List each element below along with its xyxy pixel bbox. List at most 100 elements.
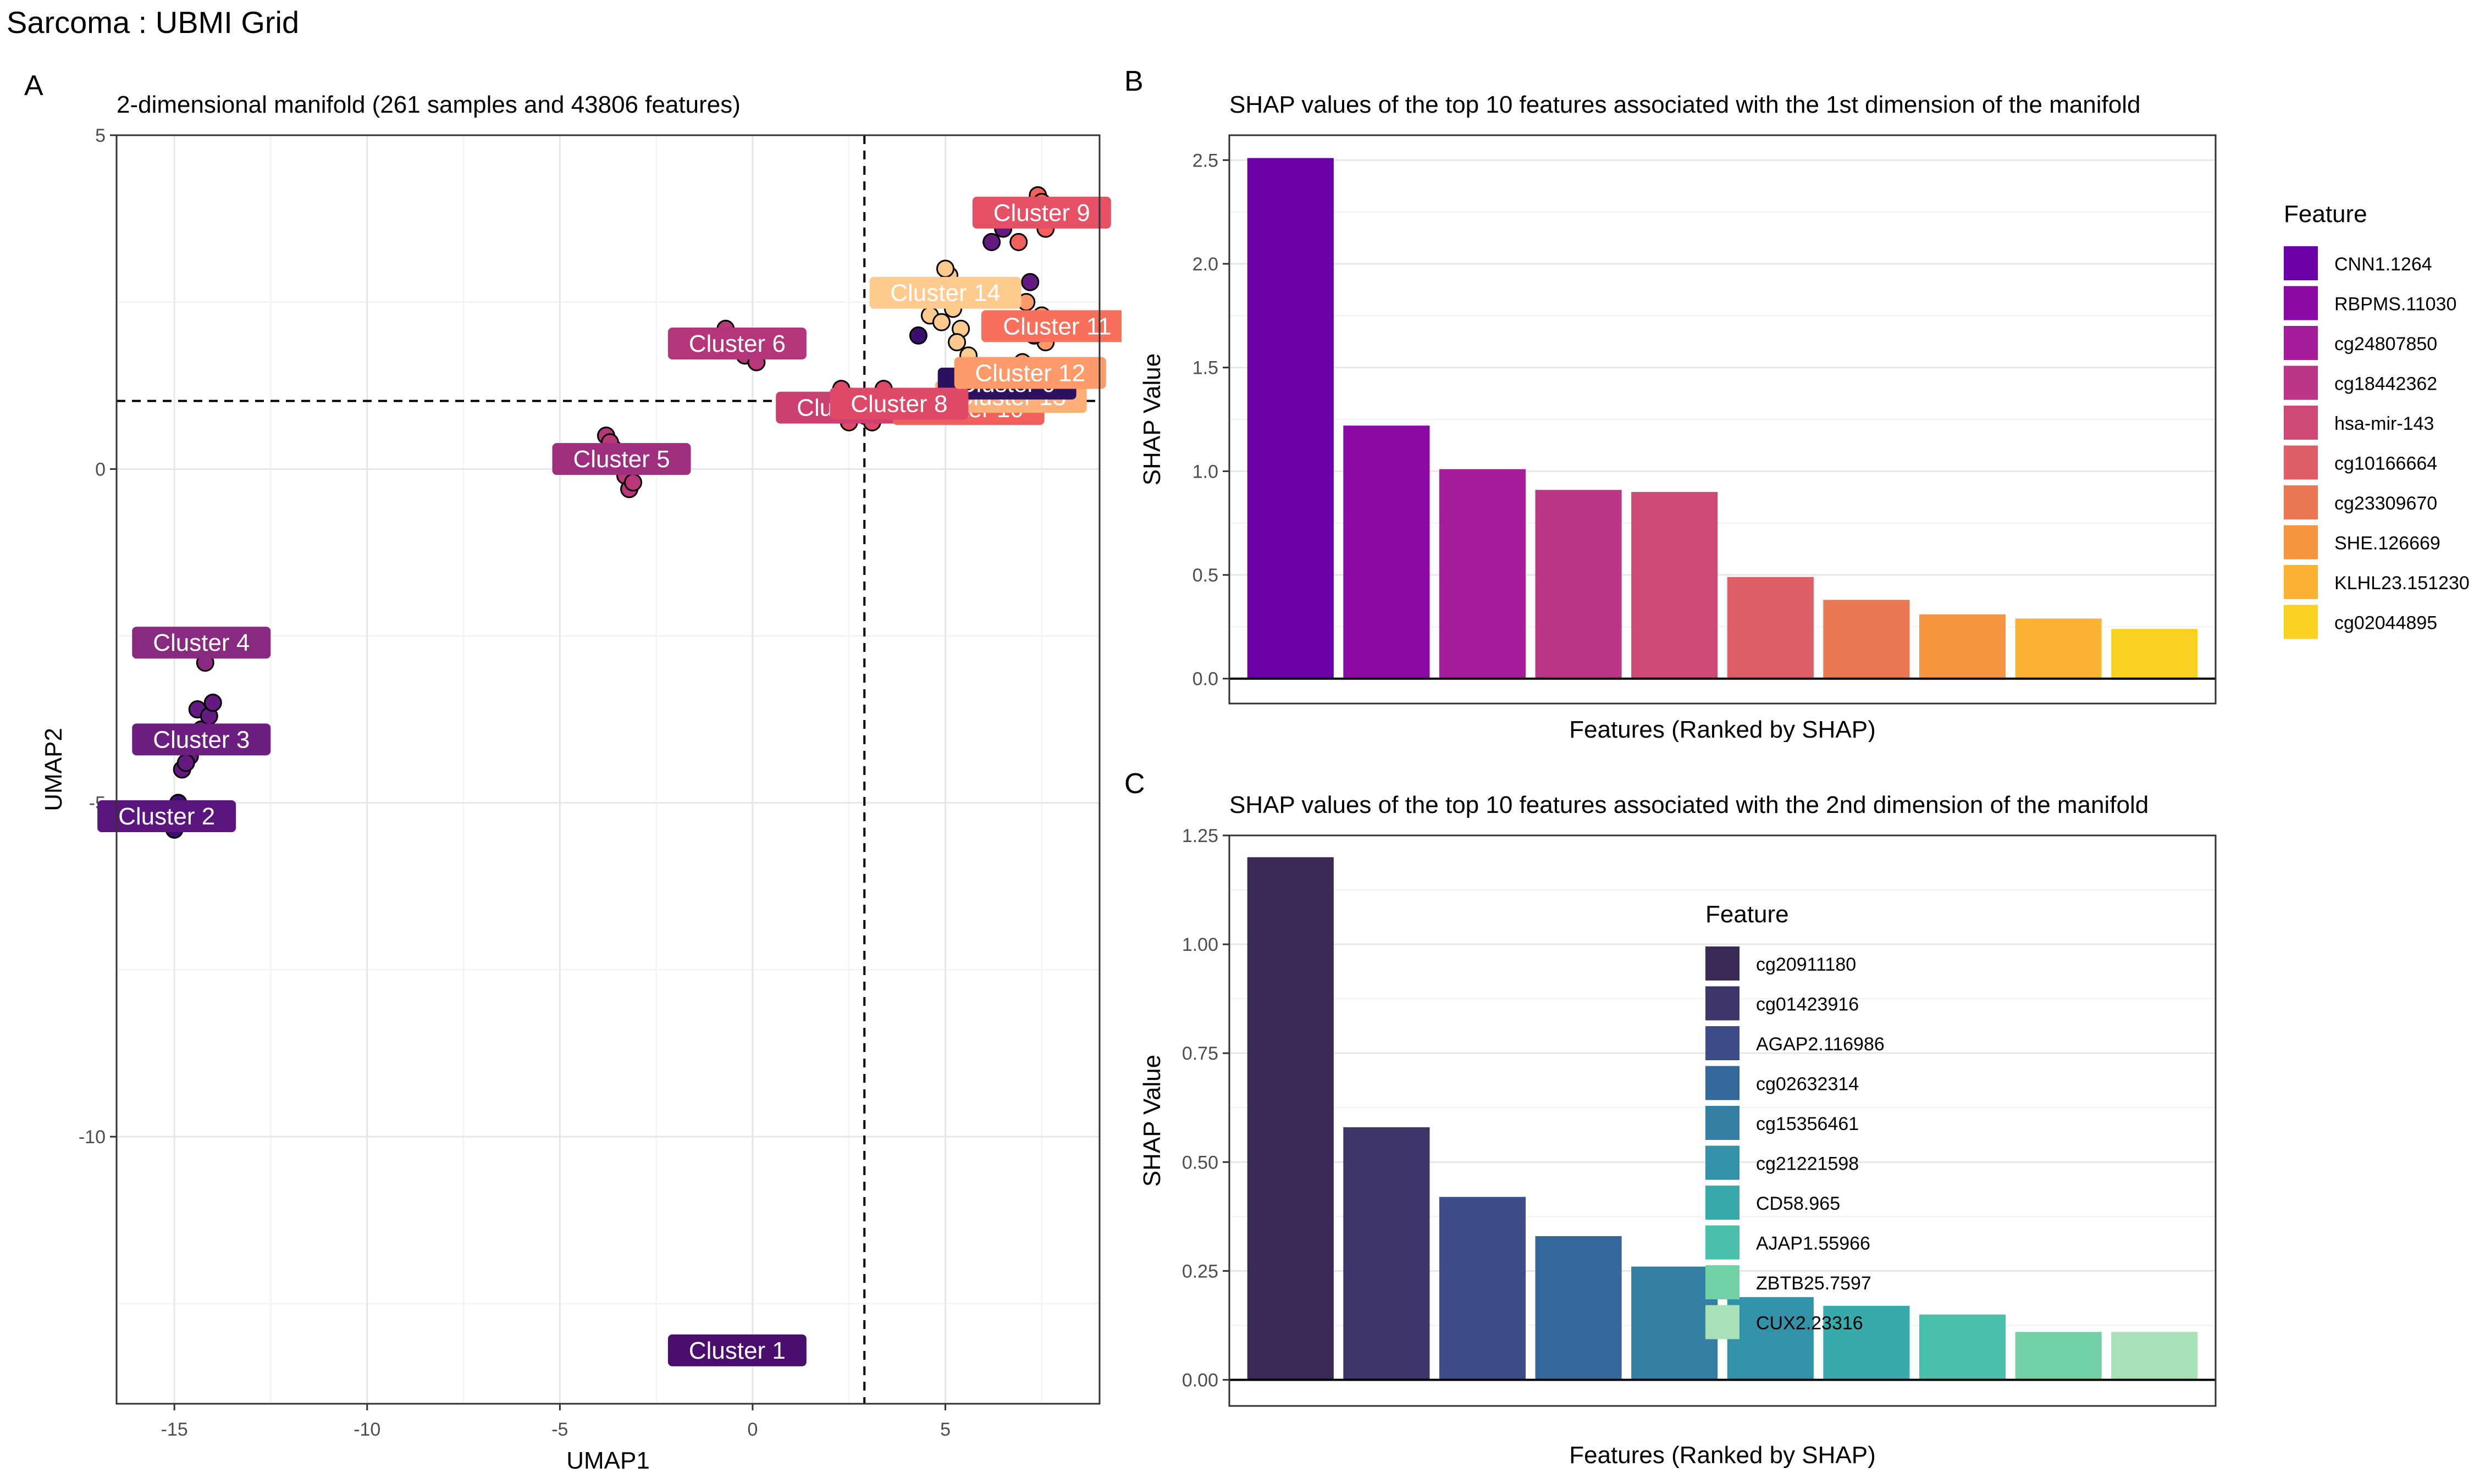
data-point xyxy=(1009,232,1028,251)
cluster-label: Cluster 14 xyxy=(869,276,1021,309)
legend-label: AGAP2.116986 xyxy=(1756,1034,1885,1055)
legend-swatch xyxy=(2284,445,2318,480)
legend-swatch xyxy=(1705,1145,1739,1180)
bar xyxy=(1823,600,1910,679)
shap-bar-chart-dim1: 0.0 0.5 1.0 1.5 2.0 2.5 Features (Ranked by SH… xyxy=(1139,134,2470,742)
legend-swatch xyxy=(2284,485,2318,519)
bar xyxy=(1343,425,1430,679)
legend-swatch xyxy=(2284,326,2318,360)
y-tick-label: 1.25 xyxy=(1182,826,1218,846)
cluster-label-text: Cluster 4 xyxy=(153,629,250,656)
x-tick-label: 0 xyxy=(747,1419,758,1440)
panel-c-tag: C xyxy=(1124,768,1145,800)
cluster-label-box xyxy=(981,310,1122,342)
plot-border xyxy=(1228,134,2217,705)
y-axis-label: SHAP Value xyxy=(1139,353,1166,486)
legend-swatch xyxy=(1705,1066,1739,1100)
y-tick-label: 2.5 xyxy=(1192,150,1218,171)
legend-swatch xyxy=(2284,605,2318,639)
x-axis-label: Features (Ranked by SHAP) xyxy=(1569,716,1876,742)
y-tick-label: 0 xyxy=(95,459,106,480)
legend-swatch xyxy=(1705,1186,1739,1220)
legend-swatch xyxy=(1705,1225,1739,1260)
y-axis-label: UMAP2 xyxy=(40,728,67,811)
y-tick-label: 2.0 xyxy=(1192,254,1218,275)
bar xyxy=(2111,629,2198,679)
legend-swatch xyxy=(2284,286,2318,320)
cluster-label: Cluster 4 xyxy=(132,627,271,659)
legend-swatch xyxy=(1705,946,1739,981)
y-tick-label: 1.5 xyxy=(1192,358,1218,379)
cluster-label-box xyxy=(132,627,271,659)
legend-label: hsa-mir-143 xyxy=(2334,413,2434,434)
bar xyxy=(1439,1197,1526,1380)
data-point xyxy=(909,326,927,345)
data-point xyxy=(176,754,195,772)
legend-label: AJAP1.55966 xyxy=(1756,1233,1870,1254)
cluster-label-text: Cluster 12 xyxy=(975,359,1086,386)
bar xyxy=(2015,618,2102,679)
panel-c-title: SHAP values of the top 10 features assoc… xyxy=(1229,791,2149,818)
legend-swatch xyxy=(1705,1305,1739,1339)
panel-a-title: 2-dimensional manifold (261 samples and … xyxy=(117,91,741,118)
cluster-label-box xyxy=(830,387,969,420)
x-axis-label: Features (Ranked by SHAP) xyxy=(1569,1442,1876,1469)
bar xyxy=(1631,1266,1718,1380)
cluster-label-box xyxy=(667,327,807,359)
cluster-label-text: Cluster 9 xyxy=(993,200,1090,226)
cluster-label-text: Cluster 1 xyxy=(689,1337,786,1364)
legend-label: cg02632314 xyxy=(1756,1074,1859,1095)
bar xyxy=(1727,577,1814,679)
cluster-label: Cluster 11 xyxy=(981,310,1122,342)
y-tick-label: 0.0 xyxy=(1192,669,1218,690)
legend-swatch xyxy=(1705,1106,1739,1140)
y-tick-label: 5 xyxy=(95,125,106,146)
bar xyxy=(1247,857,1334,1380)
legend-label: cg02044895 xyxy=(2334,613,2437,634)
legend-label: ZBTB25.7597 xyxy=(1756,1273,1871,1294)
cluster-label: Cluster 2 xyxy=(97,800,236,833)
legend-title: Feature xyxy=(1705,901,1789,928)
cluster-label-box xyxy=(552,443,691,475)
cluster-label-box xyxy=(869,276,1021,309)
cluster-label-box xyxy=(132,723,271,756)
x-tick-label: 5 xyxy=(940,1419,951,1440)
cluster-label: Cluster 6 xyxy=(667,327,807,359)
legend-label: cg01423916 xyxy=(1756,994,1859,1015)
shap-bar-chart-dim2: 0.00 0.25 0.50 0.75 1.00 1.25 Features (Ranked… xyxy=(1139,826,2217,1469)
y-axis-label: SHAP Value xyxy=(1139,1055,1166,1187)
bar xyxy=(2015,1332,2102,1380)
legend-title: Feature xyxy=(2284,201,2367,228)
y-tick-label: 0.5 xyxy=(1192,565,1218,586)
legend-label: KLHL23.151230 xyxy=(2334,573,2470,594)
legend-swatch xyxy=(1705,1026,1739,1060)
bar xyxy=(2111,1332,2198,1380)
cluster-label-text: Cluster 2 xyxy=(118,803,215,830)
bar xyxy=(1727,1297,1814,1380)
legend-label: cg18442362 xyxy=(2334,374,2437,395)
legend-swatch xyxy=(1705,1265,1739,1299)
cluster-label-box xyxy=(954,357,1106,389)
cluster-label-box xyxy=(97,800,236,833)
cluster-label-text: Cluster 14 xyxy=(890,280,1001,307)
y-tick-label: 0.75 xyxy=(1182,1043,1218,1064)
bar xyxy=(1919,614,2006,679)
cluster-label: Cluster 8 xyxy=(830,387,969,420)
x-tick-label: -15 xyxy=(161,1419,188,1440)
x-tick-label: -10 xyxy=(354,1419,380,1440)
panel-b-tag: B xyxy=(1124,65,1144,97)
legend-swatch xyxy=(2284,366,2318,400)
legend-label: cg10166664 xyxy=(2334,453,2437,474)
cluster-label-text: Cluster 3 xyxy=(153,726,250,753)
data-point xyxy=(948,333,967,352)
legend-swatch xyxy=(2284,246,2318,280)
legend-swatch xyxy=(2284,565,2318,599)
y-tick-label: 1.0 xyxy=(1192,461,1218,482)
plot-border xyxy=(115,134,1101,1405)
bar xyxy=(1535,1236,1622,1380)
bar xyxy=(1439,469,1526,679)
panel-b-title: SHAP values of the top 10 features assoc… xyxy=(1229,91,2141,118)
cluster-label-text: Cluster 8 xyxy=(851,390,947,417)
legend-label: cg24807850 xyxy=(2334,334,2437,355)
